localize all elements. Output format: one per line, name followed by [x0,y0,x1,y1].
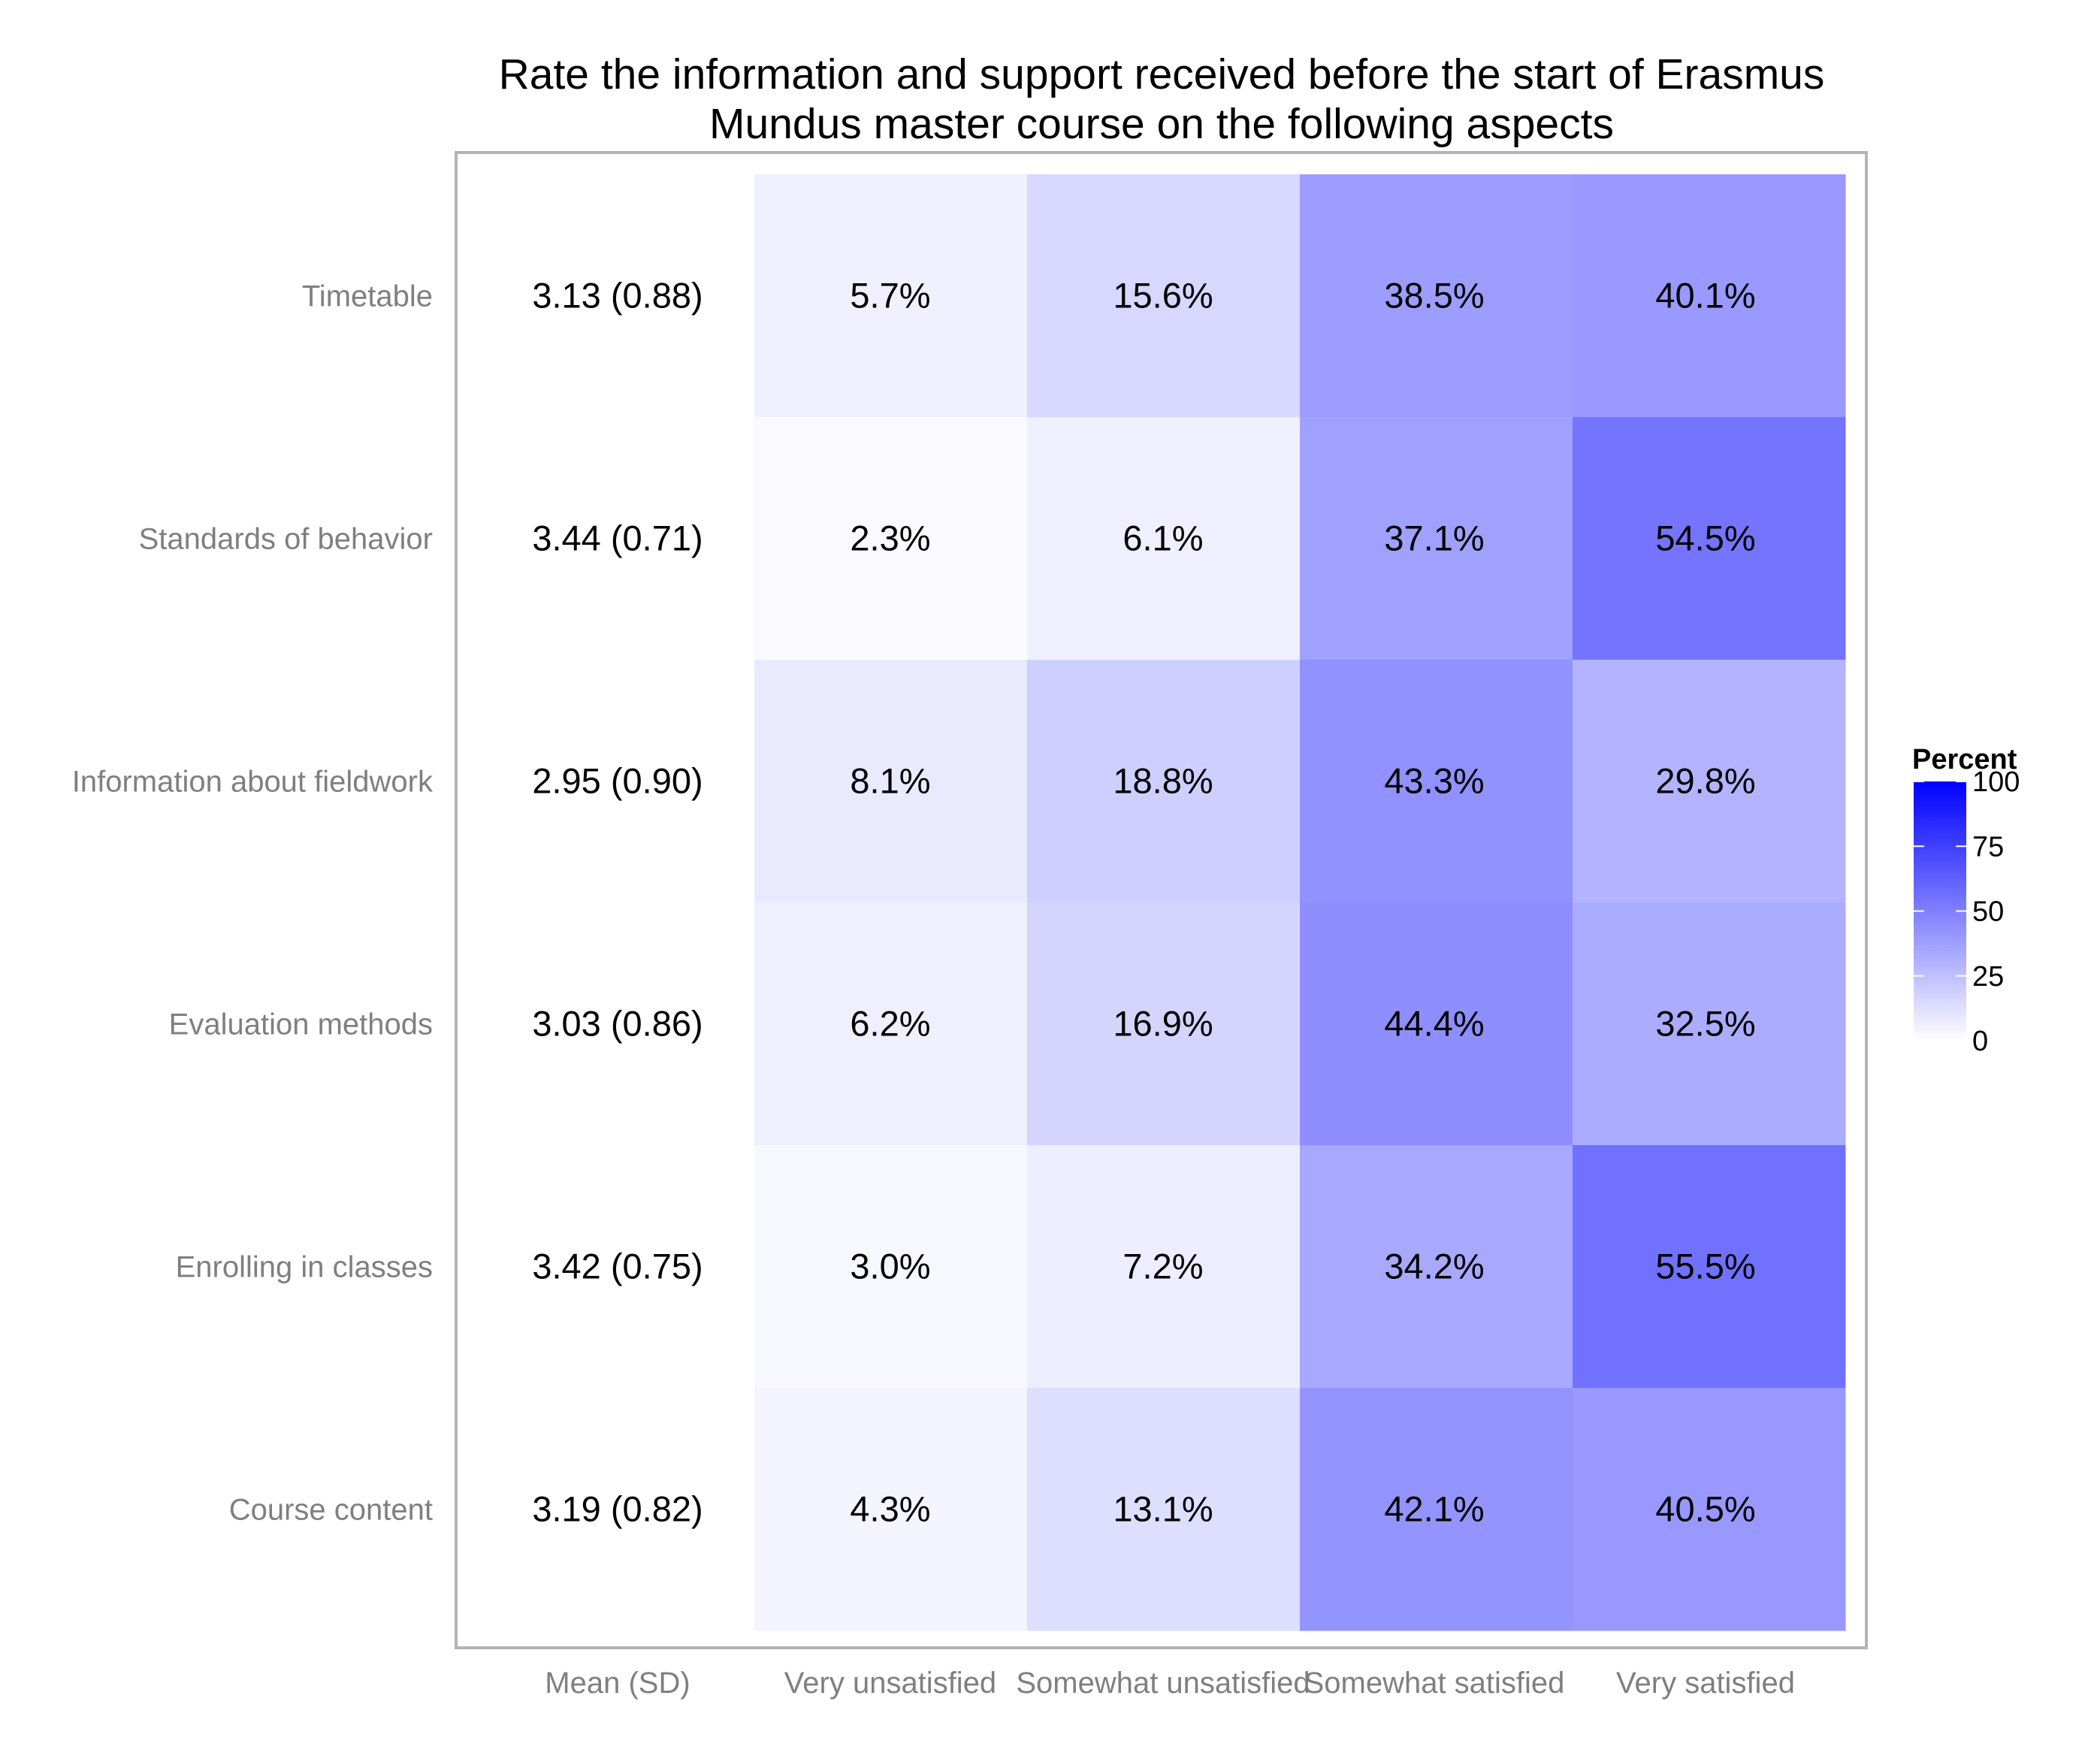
column-label: Somewhat unsatisfied [1016,1667,1310,1700]
cell-value-label: 15.6% [1113,276,1213,316]
row-label: Enrolling in classes [176,1251,433,1284]
heatmap-cell [1573,417,1846,660]
heatmap-cell [1027,174,1301,418]
heatmap-cell [1300,174,1573,418]
column-label: Very unsatisfied [784,1667,996,1700]
column-labels: Mean (SD) Very unsatisfied Somewhat unsati… [545,1667,1795,1700]
heatmap-cell [1573,1145,1846,1389]
heatmap-cell [1027,660,1301,903]
heatmap-cell [754,1145,1028,1389]
heatmap-cell [1573,902,1846,1146]
cell-value-label: 7.2% [1123,1247,1203,1286]
mean-sd-label: 3.19 (0.82) [532,1489,703,1529]
cell-value-label: 55.5% [1655,1247,1755,1286]
heatmap-cell [1300,417,1573,660]
cell-value-label: 43.3% [1384,761,1484,801]
chart-title-line-2: Mundus master course on the following as… [709,100,1614,148]
cell-value-label: 5.7% [850,276,930,316]
cell-value-label: 38.5% [1384,276,1484,316]
column-label: Very satisfied [1616,1667,1795,1700]
cell-value-label: 6.2% [850,1004,930,1044]
cell-value-label: 3.0% [850,1247,930,1286]
legend-title: Percent [1912,744,2017,775]
row-label: Course content [229,1494,433,1527]
legend-tick-label: 25 [1972,961,2004,993]
heatmap-cell [754,660,1028,903]
cell-value-label: 6.1% [1123,518,1203,558]
heatmap-cell [1027,417,1301,660]
row-labels: Timetable Standards of behavior Informatio… [72,280,434,1527]
cell-value-label: 29.8% [1655,761,1755,801]
cell-value-label: 32.5% [1655,1004,1755,1044]
legend: Percent 100 75 50 25 0 [1912,744,2020,1057]
row-label: Information about fieldwork [72,766,434,799]
heatmap-cell [1573,1388,1846,1631]
mean-sd-label: 3.44 (0.71) [532,518,703,558]
heatmap-cell [1300,1145,1573,1389]
heatmap-cell [1027,902,1301,1146]
cell-value-label: 37.1% [1384,518,1484,558]
heatmap-cell [754,1388,1028,1631]
cell-value-label: 44.4% [1384,1004,1484,1044]
cell-value-label: 40.5% [1655,1489,1755,1529]
heatmap-cell [1027,1145,1301,1389]
cell-value-label: 18.8% [1113,761,1213,801]
heatmap-cell [754,417,1028,660]
legend-tick-label: 75 [1972,831,2004,863]
cell-value-label: 13.1% [1113,1489,1213,1529]
chart-title-line-1: Rate the information and support receive… [499,50,1825,98]
heatmap-cell [1300,660,1573,903]
heatmap-cell [1027,1388,1301,1631]
mean-sd-label: 3.03 (0.86) [532,1004,703,1044]
legend-tick-label: 100 [1972,766,2020,798]
cell-value-label: 16.9% [1113,1004,1213,1044]
cell-value-label: 4.3% [850,1489,930,1529]
cell-value-label: 2.3% [850,518,930,558]
cell-value-label: 40.1% [1655,276,1755,316]
heatmap-cell [1573,660,1846,903]
cell-value-label: 8.1% [850,761,930,801]
legend-tick-label: 0 [1972,1026,1988,1057]
heatmap-cells [754,174,1846,1631]
column-label: Mean (SD) [545,1667,690,1700]
heatmap-cell [754,902,1028,1146]
mean-sd-label: 2.95 (0.90) [532,761,703,801]
cell-value-label: 34.2% [1384,1247,1484,1286]
row-label: Standards of behavior [139,523,433,556]
legend-tick-label: 50 [1972,896,2004,928]
heatmap-cell [1300,902,1573,1146]
column-label: Somewhat satisfied [1304,1667,1565,1700]
legend-ticks: 100 75 50 25 0 [1914,766,2020,1057]
heatmap-cell [754,174,1028,418]
heatmap-cell [1300,1388,1573,1631]
cell-labels: 3.13 (0.88) 5.7% 15.6% 38.5% 40.1% 3.44 (0.71… [532,276,1755,1529]
row-label: Evaluation methods [169,1008,433,1041]
cell-value-label: 42.1% [1384,1489,1484,1529]
panel-border [455,151,1868,1649]
mean-sd-label: 3.42 (0.75) [532,1247,703,1286]
mean-sd-label: 3.13 (0.88) [532,276,703,316]
cell-value-label: 54.5% [1655,518,1755,558]
row-label: Timetable [302,280,433,313]
heatmap-cell [1573,174,1846,418]
